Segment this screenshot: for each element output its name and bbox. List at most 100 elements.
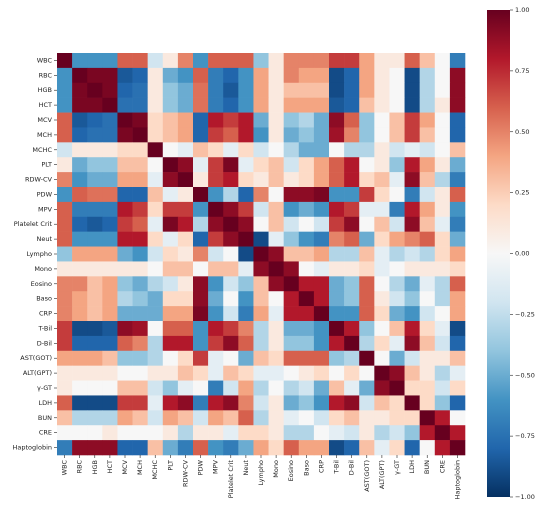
x-tick-label: AST(GOT) [363, 460, 371, 492]
heatmap-cell [404, 67, 420, 84]
heatmap-cell [313, 335, 330, 352]
heatmap-cell [208, 216, 224, 232]
heatmap-cell [283, 291, 300, 307]
heatmap-cell [177, 187, 194, 203]
heatmap-cell [87, 82, 103, 98]
heatmap-cell [57, 335, 73, 352]
heatmap-cell [208, 231, 224, 247]
y-tick-label: Neut [36, 235, 52, 243]
heatmap-cell [87, 425, 103, 441]
heatmap-cell [208, 395, 224, 411]
heatmap-cell [238, 365, 254, 381]
y-tick-label: D-Bil [37, 339, 52, 347]
heatmap-cell [147, 335, 164, 352]
heatmap-cell [102, 112, 118, 128]
heatmap-cell [72, 97, 88, 113]
heatmap-cell [283, 440, 300, 456]
heatmap-cell [72, 380, 88, 396]
heatmap-cell [87, 395, 103, 411]
heatmap-cell [253, 172, 269, 188]
heatmap-cell [419, 425, 436, 441]
heatmap-cell [102, 172, 118, 188]
heatmap-cell [57, 321, 73, 337]
heatmap-cell [404, 350, 420, 366]
heatmap-cell [374, 157, 390, 173]
heatmap-cell [253, 187, 269, 203]
heatmap-cell [238, 127, 254, 143]
heatmap-cell [359, 157, 375, 173]
heatmap-cell [419, 261, 436, 277]
heatmap-cell [419, 231, 436, 247]
heatmap-cell [87, 97, 103, 113]
heatmap-cell [117, 440, 133, 456]
heatmap-cell [329, 410, 345, 426]
heatmap-cell [283, 112, 300, 128]
heatmap-cell [102, 82, 118, 98]
heatmap-cell [193, 440, 209, 456]
heatmap-cell [329, 112, 345, 128]
heatmap-cell [117, 231, 133, 247]
heatmap-cell [449, 231, 466, 247]
heatmap-cell [223, 246, 239, 262]
heatmap-cell [72, 395, 88, 411]
heatmap-cell [298, 187, 315, 203]
heatmap-cell [162, 67, 179, 84]
heatmap-cell [102, 216, 118, 232]
heatmap-cell [57, 82, 73, 98]
heatmap-cell [419, 395, 436, 411]
heatmap-cell [147, 231, 164, 247]
heatmap-cell [359, 82, 375, 98]
heatmap-cell [72, 306, 88, 322]
heatmap-cell [223, 82, 239, 98]
heatmap-cell [419, 350, 436, 366]
heatmap-cell [313, 82, 330, 98]
heatmap-cell [449, 157, 466, 173]
heatmap-cell [72, 246, 88, 262]
heatmap-cell [208, 365, 224, 381]
heatmap-cell [374, 231, 390, 247]
heatmap-cell [329, 201, 345, 218]
heatmap-cell [329, 97, 345, 113]
heatmap-cell [268, 97, 284, 113]
heatmap-cell [268, 67, 284, 84]
heatmap-cell [72, 335, 88, 352]
heatmap-cell [57, 201, 73, 218]
heatmap-cell [313, 142, 330, 158]
heatmap-cell [329, 335, 345, 352]
heatmap-cell [223, 187, 239, 203]
heatmap-cell [313, 276, 330, 292]
heatmap-cell [329, 187, 345, 203]
heatmap-cell [434, 261, 451, 277]
heatmap-cell [404, 321, 420, 337]
heatmap-cell [102, 395, 118, 411]
heatmap-cell [147, 365, 164, 381]
heatmap-cell [132, 291, 148, 307]
heatmap-cell [283, 246, 300, 262]
heatmap-cell [132, 425, 148, 441]
heatmap-cell [389, 53, 405, 69]
heatmap-cell [238, 157, 254, 173]
heatmap-cell [419, 365, 436, 381]
heatmap-cell [419, 127, 436, 143]
heatmap-cell [117, 261, 133, 277]
heatmap-cell [147, 395, 164, 411]
heatmap-cell [177, 395, 194, 411]
heatmap-cell [253, 82, 269, 98]
heatmap-cell [298, 410, 315, 426]
heatmap-cell [117, 350, 133, 366]
heatmap-cell [359, 172, 375, 188]
heatmap-cell [177, 53, 194, 69]
heatmap-cell [87, 201, 103, 218]
heatmap-cell [72, 231, 88, 247]
heatmap-cell [268, 127, 284, 143]
heatmap-cell [147, 112, 164, 128]
heatmap-cell [313, 410, 330, 426]
heatmap-cell [72, 261, 88, 277]
heatmap-cell [344, 321, 360, 337]
heatmap-cell [313, 157, 330, 173]
heatmap-cell [344, 365, 360, 381]
heatmap-cell [449, 291, 466, 307]
heatmap-cell [283, 425, 300, 441]
heatmap-cell [147, 157, 164, 173]
heatmap-cell [57, 246, 73, 262]
